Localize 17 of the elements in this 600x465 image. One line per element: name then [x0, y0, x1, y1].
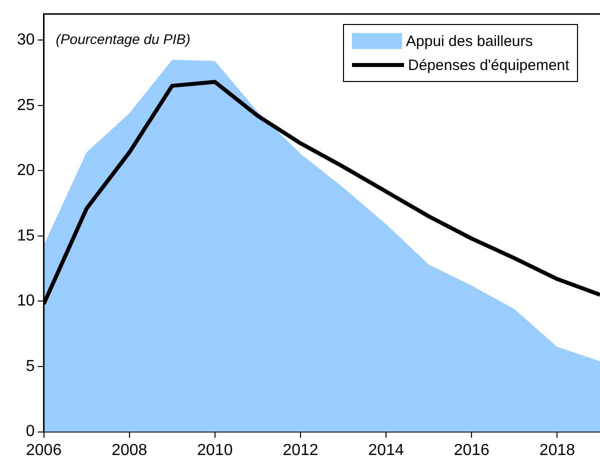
y-tick-label: 10 — [17, 292, 35, 310]
x-tick-label: 2018 — [539, 442, 576, 459]
x-tick-label: 2012 — [282, 442, 318, 459]
x-tick-label: 2014 — [368, 442, 404, 459]
y-tick-label: 5 — [26, 358, 35, 375]
x-tick-label: 2006 — [26, 442, 62, 459]
y-tick-label: 30 — [17, 32, 35, 49]
x-tick-label: 2008 — [112, 442, 148, 459]
y-tick-label: 25 — [17, 96, 35, 114]
x-tick-label: 2016 — [454, 442, 490, 459]
legend-label: Dépenses d'équipement — [408, 56, 570, 74]
legend-label: Appui des bailleurs — [406, 32, 533, 50]
x-tick-label: 2010 — [197, 442, 233, 459]
y-tick-label: 20 — [17, 162, 35, 180]
annotation: (Pourcentage du PIB) — [56, 30, 190, 47]
y-tick-label: 0 — [26, 423, 35, 440]
y-tick-label: 15 — [17, 227, 35, 244]
